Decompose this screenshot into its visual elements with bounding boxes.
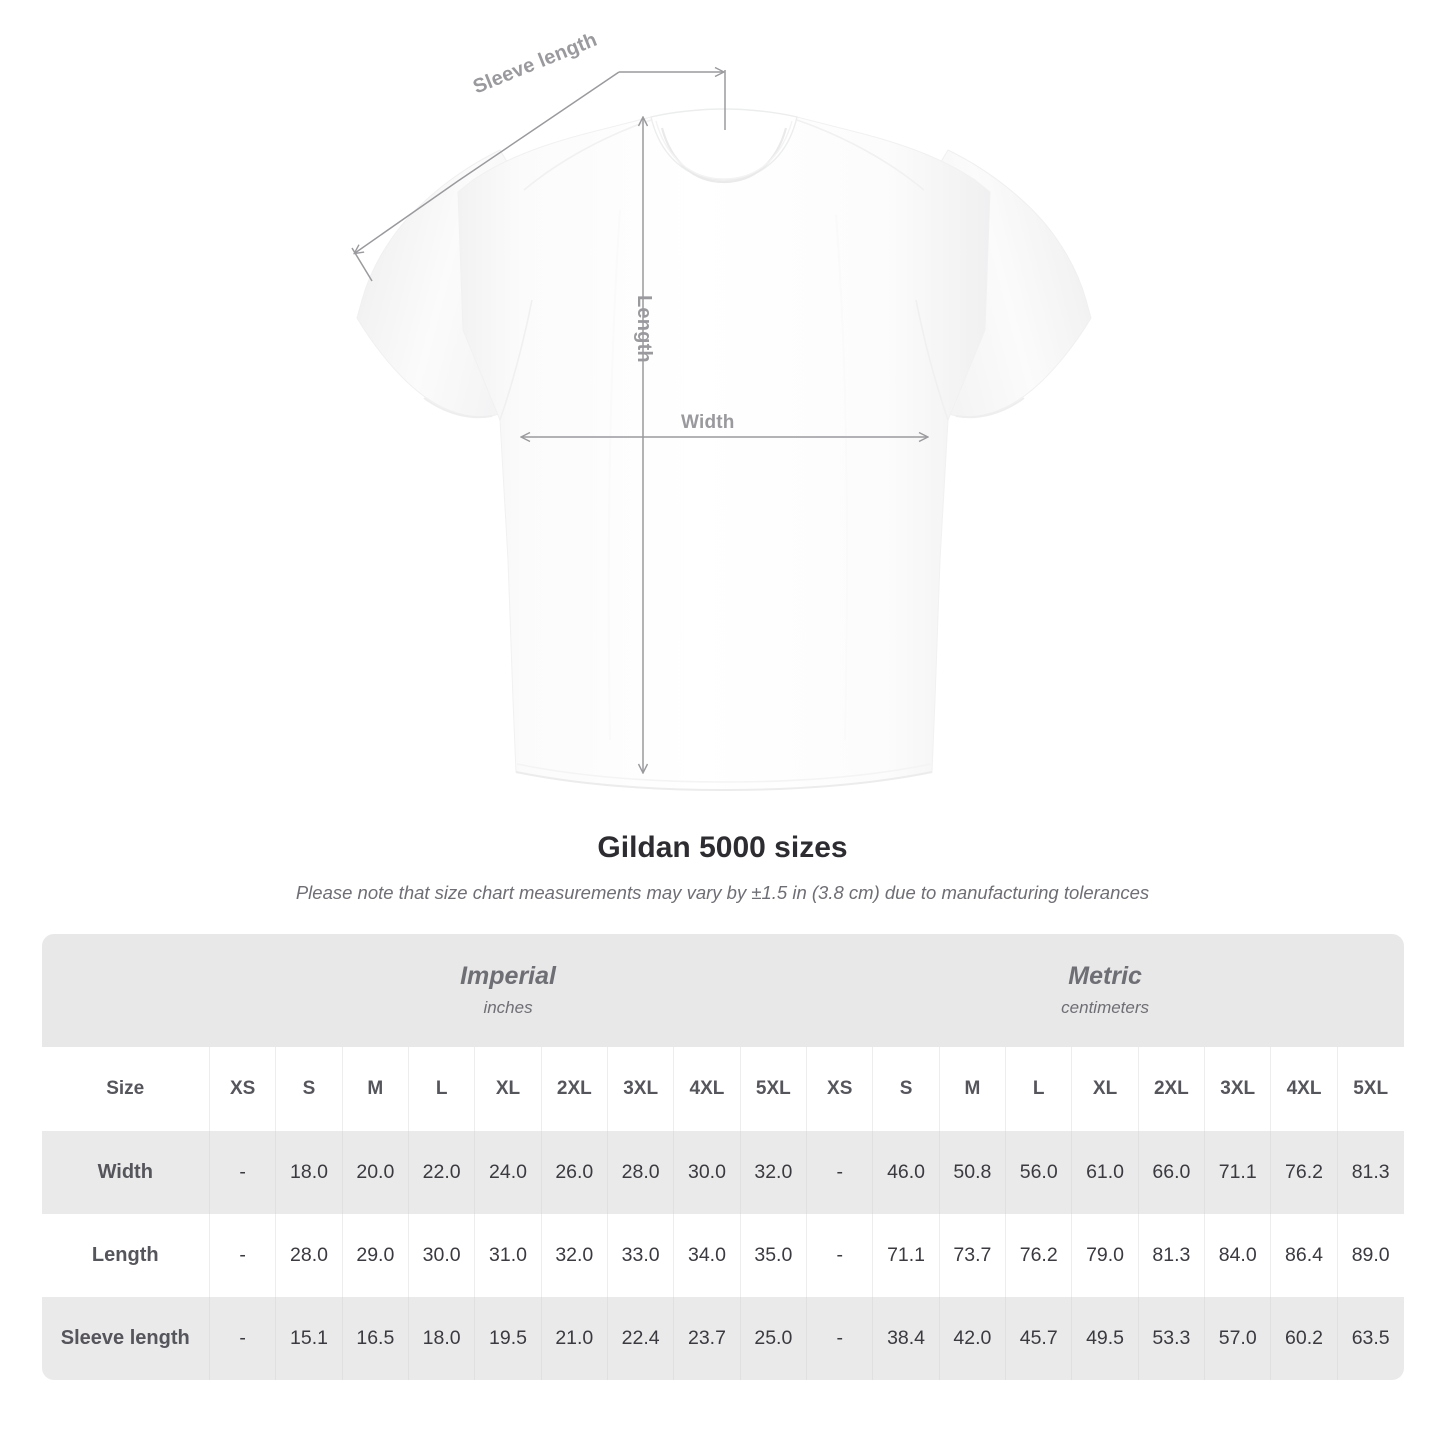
size-table-container: Imperial inches Metric centimeters Size … [41,934,1404,1380]
size-header-imperial-2xl: 2XL [540,1047,608,1131]
size-header-metric-l: L [1005,1047,1072,1131]
cell-width-metric-xs: - [806,1131,873,1214]
size-header-imperial-l: L [407,1047,475,1131]
cell-width-imperial-m: 20.0 [341,1131,409,1214]
cell-length-imperial-3xl: 33.0 [606,1214,674,1297]
cell-sleeve-metric-5xl: 63.5 [1336,1297,1404,1380]
cell-width-metric-2xl: 66.0 [1137,1131,1205,1214]
cell-width-imperial-xs: - [208,1131,276,1214]
cell-width-metric-m: 50.8 [938,1131,1006,1214]
title-block: Gildan 5000 sizes Please note that size … [0,830,1445,906]
size-header-metric-xl: XL [1071,1047,1139,1131]
cell-sleeve-metric-xs: - [806,1297,873,1380]
cell-length-imperial-5xl: 35.0 [739,1214,807,1297]
size-column-header: Size [41,1047,210,1131]
cell-length-imperial-4xl: 34.0 [673,1214,741,1297]
cell-length-metric-2xl: 81.3 [1137,1214,1205,1297]
cell-width-imperial-2xl: 26.0 [540,1131,608,1214]
cell-width-imperial-l: 22.0 [407,1131,475,1214]
cell-length-metric-xl: 79.0 [1071,1214,1139,1297]
cell-length-metric-5xl: 89.0 [1336,1214,1404,1297]
cell-length-imperial-2xl: 32.0 [540,1214,608,1297]
cell-length-imperial-s: 28.0 [275,1214,343,1297]
cell-length-metric-s: 71.1 [872,1214,940,1297]
tolerance-note: Please note that size chart measurements… [295,882,1150,903]
table-row: Length - 28.0 29.0 30.0 31.0 32.0 33.0 3… [41,1214,1404,1297]
cell-sleeve-metric-4xl: 60.2 [1270,1297,1338,1380]
cell-length-imperial-xl: 31.0 [474,1214,542,1297]
table-row: Sleeve length - 15.1 16.5 18.0 19.5 21.0… [41,1297,1404,1380]
unit-group-imperial: Imperial inches [209,934,807,1047]
cell-sleeve-imperial-3xl: 22.4 [606,1297,674,1380]
unit-group-imperial-sub: inches [483,997,533,1017]
cell-length-metric-xs: - [806,1214,873,1297]
unit-group-metric: Metric centimeters [806,934,1404,1047]
cell-width-imperial-5xl: 32.0 [739,1131,807,1214]
cell-sleeve-metric-xl: 49.5 [1071,1297,1139,1380]
size-header-imperial-xl: XL [474,1047,542,1131]
unit-group-metric-sub: centimeters [1061,997,1150,1017]
cell-sleeve-imperial-xl: 19.5 [474,1297,542,1380]
tshirt-illustration [351,0,1092,792]
size-header-metric-2xl: 2XL [1137,1047,1205,1131]
size-header-imperial-s: S [275,1047,343,1131]
cell-sleeve-imperial-s: 15.1 [275,1297,343,1380]
cell-width-metric-5xl: 81.3 [1336,1131,1404,1214]
size-header-metric-3xl: 3XL [1204,1047,1271,1131]
cell-sleeve-imperial-2xl: 21.0 [540,1297,608,1380]
unit-group-imperial-name: Imperial [460,961,556,990]
size-header-imperial-3xl: 3XL [606,1047,674,1131]
unit-header-row: Imperial inches Metric centimeters [41,934,1404,1047]
cell-length-imperial-xs: - [208,1214,276,1297]
cell-sleeve-metric-l: 45.7 [1005,1297,1072,1380]
cell-width-imperial-xl: 24.0 [474,1131,542,1214]
cell-width-imperial-s: 18.0 [275,1131,343,1214]
cell-length-metric-3xl: 84.0 [1204,1214,1271,1297]
size-header-imperial-xs: XS [208,1047,276,1131]
size-header-metric-xs: XS [806,1047,873,1131]
row-label-width: Width [41,1131,210,1214]
cell-width-metric-s: 46.0 [872,1131,940,1214]
cell-length-imperial-m: 29.0 [341,1214,409,1297]
cell-width-metric-3xl: 71.1 [1204,1131,1271,1214]
cell-sleeve-imperial-5xl: 25.0 [739,1297,807,1380]
cell-sleeve-imperial-m: 16.5 [341,1297,409,1380]
size-chart-table: Imperial inches Metric centimeters Size … [41,934,1404,1380]
row-label-length: Length [41,1214,210,1297]
cell-width-metric-l: 56.0 [1005,1131,1072,1214]
cell-length-imperial-l: 30.0 [407,1214,475,1297]
cell-sleeve-metric-3xl: 57.0 [1204,1297,1271,1380]
size-header-metric-s: S [872,1047,940,1131]
cell-width-metric-xl: 61.0 [1071,1131,1139,1214]
size-header-metric-4xl: 4XL [1270,1047,1338,1131]
cell-width-metric-4xl: 76.2 [1270,1131,1338,1214]
cell-length-metric-m: 73.7 [938,1214,1006,1297]
cell-length-metric-4xl: 86.4 [1270,1214,1338,1297]
cell-sleeve-metric-m: 42.0 [938,1297,1006,1380]
cell-width-imperial-4xl: 30.0 [673,1131,741,1214]
table-row: Width - 18.0 20.0 22.0 24.0 26.0 28.0 30… [41,1131,1404,1214]
unit-corner-cell [41,934,210,1047]
cell-sleeve-metric-2xl: 53.3 [1137,1297,1205,1380]
cell-length-metric-l: 76.2 [1005,1214,1072,1297]
cell-sleeve-imperial-4xl: 23.7 [673,1297,741,1380]
cell-width-imperial-3xl: 28.0 [606,1131,674,1214]
size-header-metric-5xl: 5XL [1336,1047,1404,1131]
page-title: Gildan 5000 sizes [597,831,848,864]
row-label-sleeve-length: Sleeve length [41,1297,210,1380]
sleeve-hem-tick [351,247,373,282]
sleeve-arrow-diagonal [355,71,620,253]
size-header-imperial-5xl: 5XL [739,1047,807,1131]
size-header-row: Size XS S M L XL 2XL 3XL 4XL 5XL XS S M … [41,1047,1404,1131]
cell-sleeve-imperial-l: 18.0 [407,1297,475,1380]
size-header-imperial-4xl: 4XL [673,1047,741,1131]
size-header-metric-m: M [938,1047,1006,1131]
unit-group-metric-name: Metric [1068,961,1142,990]
size-header-imperial-m: M [341,1047,409,1131]
cell-sleeve-imperial-xs: - [208,1297,276,1380]
cell-sleeve-metric-s: 38.4 [872,1297,940,1380]
tshirt-diagram: Sleeve length Length Width [351,0,1092,792]
